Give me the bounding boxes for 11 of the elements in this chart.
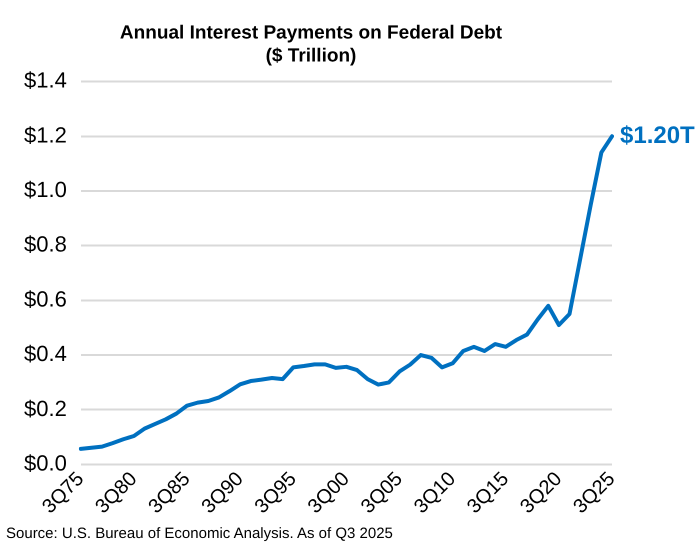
y-tick-label: $1.4 — [24, 68, 67, 93]
source-note: Source: U.S. Bureau of Economic Analysis. As of Q3 2025 — [6, 525, 393, 542]
y-tick-label: $0.2 — [24, 396, 67, 421]
annotation: $1.20T — [620, 122, 696, 149]
y-tick-label: $0.0 — [24, 450, 67, 476]
y-tick-label: $0.8 — [24, 232, 67, 257]
chart-title: Annual Interest Payments on Federal Debt ($ Trillion) — [120, 22, 503, 66]
y-tick-label: $0.6 — [24, 286, 67, 312]
y-tick-label: $0.4 — [24, 341, 67, 366]
y-tick-label: $1.0 — [24, 177, 67, 202]
y-tick-label: $1.2 — [24, 122, 67, 148]
